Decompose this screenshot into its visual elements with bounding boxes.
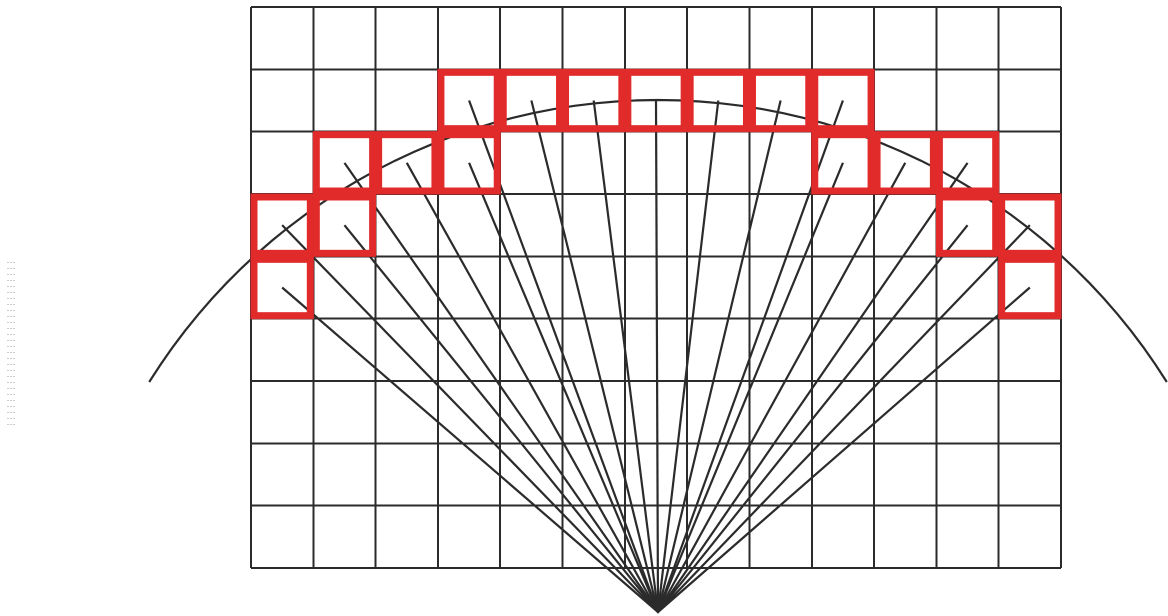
highlighted-cell	[624, 68, 688, 133]
left-margin-specks	[7, 262, 15, 425]
highlighted-cell	[312, 193, 377, 257]
ray-line	[657, 162, 969, 613]
ray-line	[657, 224, 1031, 613]
highlighted-cell	[499, 68, 564, 133]
ray-line	[281, 286, 659, 613]
ray-line	[654, 100, 660, 613]
ray-line	[656, 100, 782, 613]
highlighted-cell	[811, 131, 875, 195]
arc-layer	[148, 98, 1168, 383]
ray-line	[281, 224, 659, 613]
ray-line	[657, 162, 907, 613]
highlighted-cell	[748, 68, 813, 133]
highlighted-cell	[811, 68, 875, 133]
highlighted-cell	[437, 131, 501, 195]
highlighted-cell	[312, 131, 377, 195]
ray-line	[592, 100, 660, 613]
view-boundary-arc	[148, 98, 1168, 383]
highlighted-cell	[250, 193, 314, 257]
highlight-layer	[250, 68, 1062, 320]
ray-line	[656, 162, 844, 613]
ray-origin-point	[652, 604, 664, 614]
ray-line	[343, 224, 659, 613]
highlighted-cell	[935, 193, 1000, 257]
ray-line	[468, 162, 660, 613]
highlighted-cell	[935, 131, 1000, 195]
ray-line	[530, 100, 660, 613]
ray-line	[656, 100, 720, 613]
highlighted-cell	[998, 255, 1062, 320]
ray-line	[343, 162, 659, 613]
highlighted-cell	[562, 68, 626, 133]
highlighted-cell	[873, 131, 937, 195]
ray-line	[405, 162, 659, 613]
highlighted-cell	[437, 68, 501, 133]
ray-layer	[281, 100, 1031, 614]
highlighted-cell	[686, 68, 750, 133]
highlighted-cell	[250, 255, 314, 320]
highlighted-cell	[998, 193, 1062, 257]
ray-line	[657, 286, 1031, 613]
highlighted-cell	[375, 131, 439, 195]
ray-line	[657, 224, 969, 613]
